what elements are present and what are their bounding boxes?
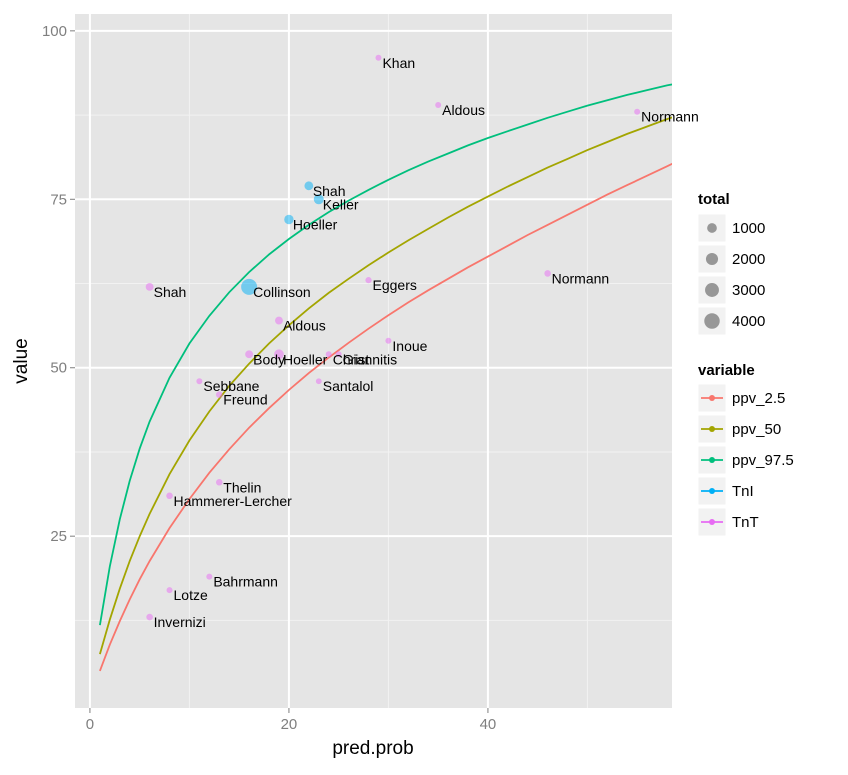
data-point: [544, 270, 551, 277]
data-point: [325, 351, 332, 358]
point-label: Bahrmann: [213, 574, 278, 590]
y-axis-title: value: [11, 338, 32, 383]
point-label: Hammerer-Lercher: [174, 493, 293, 509]
legend-size-label: 2000: [732, 251, 765, 268]
y-axis: 25 50 75 100: [42, 23, 75, 545]
data-point: [274, 349, 284, 360]
plot-panel: [75, 14, 672, 708]
major-gridlines: [75, 14, 672, 708]
point-label: Normann: [552, 270, 610, 286]
point-label: Collinson: [253, 284, 311, 300]
x-axis: 0 20 40: [86, 708, 497, 733]
legend-color-label: ppv_2.5: [732, 390, 785, 407]
point-label: Body: [253, 351, 285, 367]
point-label: Hoeller: [293, 217, 338, 233]
legend-size-label: 4000: [732, 313, 765, 330]
data-point: [375, 54, 382, 61]
legend-color-label: TnT: [732, 514, 759, 531]
legend-color-label: ppv_50: [732, 421, 781, 438]
ppv-lines: [99, 83, 672, 672]
legend-size-swatch: [707, 223, 717, 233]
data-point: [196, 378, 203, 385]
data-point: [365, 277, 372, 284]
data-point: [385, 337, 392, 344]
point-label: Aldous: [442, 102, 485, 118]
data-point: [435, 101, 442, 108]
point-label: Shah: [313, 183, 346, 199]
point-label: Freund: [223, 392, 267, 408]
data-point: [166, 492, 173, 500]
minor-gridlines: [75, 14, 672, 708]
legend-size-swatch: [705, 283, 719, 297]
legend-color-dot: [709, 488, 715, 494]
y-tick-label: 25: [50, 528, 67, 545]
legend-color-label: ppv_97.5: [732, 452, 794, 469]
point-label: Santalol: [323, 378, 374, 394]
point-label: Inoue: [392, 338, 427, 354]
data-point: [634, 108, 641, 115]
legend-size-label: 1000: [732, 220, 765, 237]
point-label: Christ: [333, 351, 370, 367]
x-tick-label: 40: [480, 716, 497, 733]
data-point: [315, 378, 322, 385]
point-label: Giannitis: [343, 351, 397, 367]
point-label: Thelin: [223, 479, 261, 495]
data-point: [146, 613, 153, 621]
legend-color-dot: [709, 457, 715, 463]
legend-size-swatch: [704, 313, 720, 329]
data-point: [245, 350, 254, 359]
point-label: Lotze: [174, 587, 208, 603]
point-label: Normann: [641, 109, 699, 125]
y-tick-label: 100: [42, 23, 67, 40]
data-point: [284, 214, 294, 225]
legend: total 1000 2000 3000 4000 variable ppv_2.5p…: [697, 191, 794, 537]
legend-color-title: variable: [698, 362, 755, 379]
point-label: Hoeller: [283, 351, 328, 367]
data-point: [313, 194, 324, 205]
data-point: [215, 479, 223, 486]
legend-color-dot: [709, 426, 715, 432]
point-label: Khan: [382, 55, 415, 71]
series-line-ppv_50: [99, 116, 672, 655]
legend-size-swatch: [705, 252, 719, 266]
series-line-ppv_97-5: [99, 83, 672, 626]
data-point: [241, 278, 258, 295]
x-tick-label: 20: [281, 716, 298, 733]
point-label: Invernizi: [154, 614, 206, 630]
x-tick-label: 0: [86, 716, 94, 733]
data-point: [166, 587, 173, 594]
series-line-ppv_2-5: [99, 162, 672, 672]
data-point: [304, 181, 314, 191]
data-point: [145, 282, 154, 291]
point-label: Shah: [154, 284, 187, 300]
legend-color-label: TnI: [732, 483, 754, 500]
legend-color-dot: [709, 519, 715, 525]
data-point: [275, 316, 283, 325]
point-label: Aldous: [283, 318, 326, 334]
y-tick-label: 75: [50, 191, 67, 208]
x-axis-title: pred.prob: [332, 738, 413, 759]
point-label: Eggers: [373, 277, 417, 293]
point-label: Keller: [323, 196, 359, 212]
data-point: [215, 391, 223, 398]
y-tick-label: 50: [50, 360, 67, 377]
legend-size-title: total: [698, 191, 730, 208]
legend-size-label: 3000: [732, 282, 765, 299]
legend-color-dot: [709, 395, 715, 401]
point-label: Sebbane: [203, 378, 259, 394]
data-point: [206, 573, 213, 580]
data-point: [335, 351, 342, 358]
data-points: [145, 54, 641, 621]
